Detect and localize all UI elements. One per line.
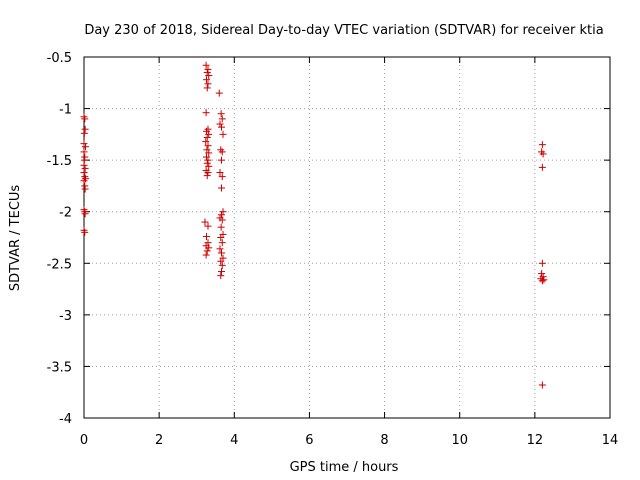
data-point	[203, 247, 211, 255]
data-point	[217, 110, 225, 118]
data-point	[80, 177, 88, 185]
data-point	[81, 185, 89, 193]
data-point	[538, 277, 546, 285]
y-tick-label: -4	[59, 412, 72, 427]
data-point	[205, 72, 213, 80]
y-tick-label: -1.5	[47, 154, 72, 169]
data-point	[218, 268, 226, 276]
data-point	[218, 173, 226, 181]
data-point	[203, 133, 211, 141]
data-point	[81, 228, 89, 236]
data-point	[203, 172, 211, 180]
data-point	[203, 84, 211, 92]
data-point	[218, 148, 226, 156]
data-point	[217, 234, 225, 241]
data-point	[202, 138, 210, 146]
data-point	[217, 257, 225, 265]
data-point	[218, 123, 226, 131]
data-point	[218, 239, 226, 247]
data-point	[204, 80, 212, 88]
data-point	[202, 232, 210, 240]
data-point	[80, 140, 88, 148]
data-point	[81, 210, 89, 218]
data-point	[205, 162, 213, 170]
data-point	[205, 149, 213, 157]
data-point	[204, 239, 212, 247]
tick-labels: 0 2 4 6 8 10 12 14 -0.5 -1 -1.5 -2 -2.5 -3 -3.5 -4	[47, 51, 619, 448]
data-point	[538, 259, 546, 267]
data-point	[204, 65, 212, 73]
data-point	[201, 218, 209, 226]
data-point	[81, 115, 89, 123]
y-tick-label: -1	[59, 103, 72, 118]
data-point	[215, 89, 223, 97]
data-point	[81, 125, 89, 133]
data-point	[538, 163, 546, 171]
chart-title: Day 230 of 2018, Sidereal Day-to-day VTE…	[84, 23, 603, 38]
data-point	[539, 150, 547, 158]
data-point	[218, 184, 226, 192]
data-point	[202, 61, 210, 69]
data-point	[216, 120, 224, 128]
data-point	[204, 156, 212, 164]
y-tick-label: -3.5	[47, 360, 72, 375]
x-tick-label: 14	[602, 433, 619, 448]
axis-ticks	[83, 56, 611, 419]
data-point	[218, 115, 226, 123]
data-point	[80, 169, 88, 177]
data-point	[80, 129, 88, 137]
data-point	[538, 381, 546, 389]
data-point	[218, 211, 226, 219]
data-point	[218, 249, 226, 257]
x-tick-label: 12	[527, 433, 544, 448]
x-tick-label: 0	[80, 433, 88, 448]
y-tick-label: -2.5	[47, 257, 72, 272]
data-point	[81, 164, 89, 172]
y-tick-label: -3	[59, 309, 72, 324]
x-tick-label: 4	[230, 433, 238, 448]
data-point	[218, 216, 226, 224]
data-point	[202, 153, 210, 161]
data-point	[82, 143, 90, 151]
data-point	[219, 130, 227, 138]
y-axis-label: SDTVAR / TECUs	[8, 185, 23, 292]
y-tick-label: -2	[59, 206, 72, 221]
y-tick-label: -0.5	[47, 51, 72, 66]
data-point	[205, 244, 213, 252]
data-point	[205, 130, 213, 138]
data-point	[538, 270, 546, 278]
x-tick-label: 2	[155, 433, 163, 448]
data-point	[80, 148, 88, 156]
data-point	[203, 68, 211, 76]
data-point	[219, 208, 227, 216]
data-point	[218, 156, 226, 164]
data-point	[538, 141, 546, 149]
data-point	[540, 276, 548, 284]
data-point	[203, 159, 211, 167]
data-points	[80, 61, 548, 389]
data-point	[216, 245, 224, 253]
data-point	[204, 169, 212, 177]
x-axis-label: GPS time / hours	[290, 460, 399, 475]
data-point	[204, 142, 212, 150]
data-point	[217, 272, 225, 280]
data-point	[202, 76, 210, 84]
data-point	[204, 222, 212, 230]
plot-frame	[83, 56, 611, 419]
x-tick-label: 8	[380, 433, 388, 448]
data-point	[216, 169, 224, 177]
data-point	[202, 109, 210, 117]
data-point	[80, 161, 88, 169]
data-point	[218, 261, 226, 269]
data-point	[217, 223, 225, 231]
x-tick-label: 6	[305, 433, 313, 448]
data-point	[202, 251, 210, 259]
grid-lines	[84, 57, 610, 418]
x-tick-label: 10	[451, 433, 468, 448]
data-point	[203, 146, 211, 154]
